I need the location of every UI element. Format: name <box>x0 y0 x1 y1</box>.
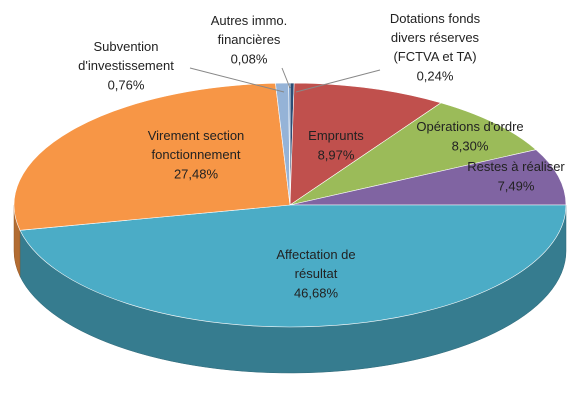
slice-label: Dotations fonds divers réserves (FCTVA et … <box>390 11 481 64</box>
value-label: 8,30% <box>452 138 489 153</box>
value-label: 0,76% <box>108 77 145 92</box>
value-label: 27,48% <box>174 166 219 181</box>
value-label: 8,97% <box>318 147 355 162</box>
slice-label: Autres immo. financières <box>211 13 288 47</box>
leader-line <box>281 67 291 89</box>
leader-line <box>189 67 285 93</box>
slice <box>289 149 567 206</box>
slice-label: Emprunts <box>308 128 364 143</box>
slice <box>289 82 442 206</box>
slice-label: Affectation de résultat <box>276 247 355 281</box>
slice <box>13 82 291 231</box>
value-label: 46,68% <box>294 285 339 300</box>
slice <box>19 204 567 328</box>
slice <box>288 82 291 206</box>
slice <box>289 102 537 206</box>
slice-label: Virement section fonctionnement <box>148 128 245 162</box>
value-label: 0,08% <box>231 51 268 66</box>
slice-label: Subvention d'investissement <box>78 39 174 73</box>
slice-label: Opérations d'ordre <box>416 119 523 134</box>
value-label: 0,24% <box>417 68 454 83</box>
value-label: 7,49% <box>498 178 535 193</box>
leader-line <box>295 69 381 93</box>
slice-label: Restes à réaliser <box>467 159 565 174</box>
